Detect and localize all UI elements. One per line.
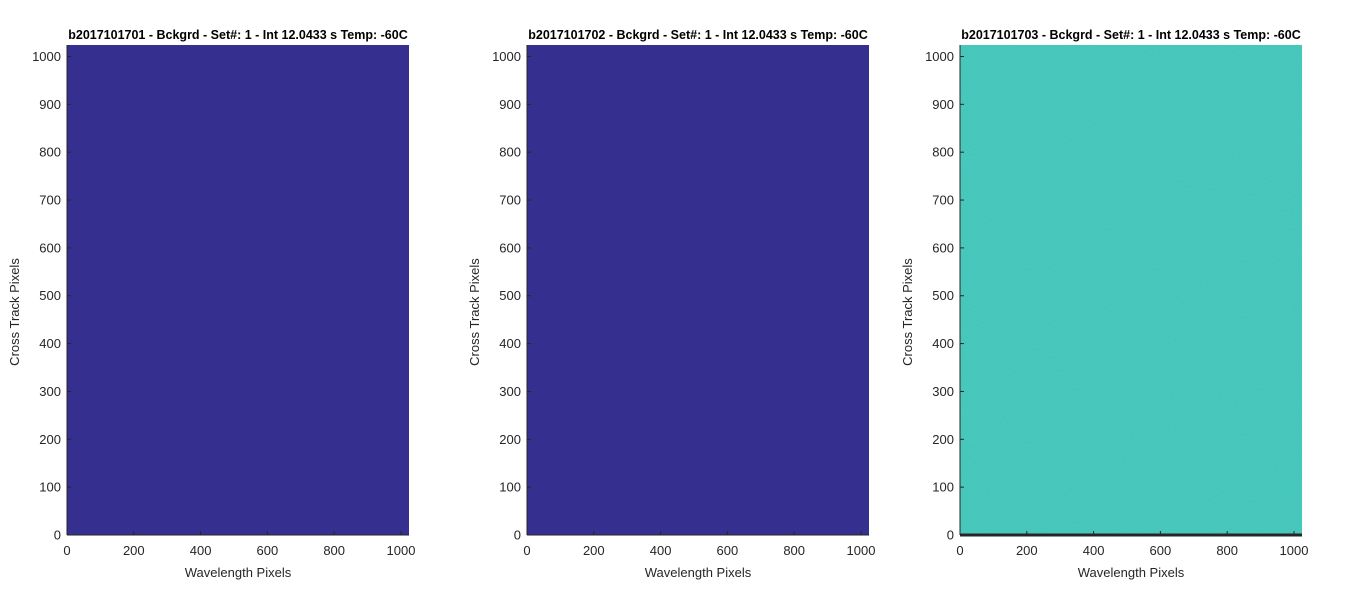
- y-tick-label: 800: [39, 145, 61, 160]
- y-tick-label: 900: [39, 97, 61, 112]
- heatmap-image: [67, 45, 409, 535]
- x-tick-label: 600: [257, 543, 279, 558]
- y-tick-label: 100: [499, 480, 521, 495]
- y-tick-label: 900: [932, 97, 954, 112]
- y-tick-label: 1000: [925, 49, 954, 64]
- y-tick-label: 600: [39, 240, 61, 255]
- panel-middle: 0 100 200 300 400 500 600 700 800 900 1000 0 200 400 6…: [467, 28, 875, 580]
- panel-left: 0 100 200 300 400 500 600 700 800 900 1000 0 200 400 6…: [7, 28, 415, 580]
- y-tick-label: 0: [514, 528, 521, 543]
- y-tick-label: 500: [39, 288, 61, 303]
- y-axis-label: Cross Track Pixels: [7, 258, 22, 366]
- heatmap-noise: [960, 45, 1302, 535]
- panel-right: 0 100 200 300 400 500 600 700 800 900 1000 0 200 400 6…: [900, 28, 1308, 580]
- y-tick-label: 800: [932, 145, 954, 160]
- x-tick-label: 800: [783, 543, 805, 558]
- chart-title: b2017101703 - Bckgrd - Set#: 1 - Int 12.…: [961, 28, 1301, 42]
- y-tick-label: 1000: [492, 49, 521, 64]
- y-axis-label: Cross Track Pixels: [467, 258, 482, 366]
- y-tick-label: 700: [932, 193, 954, 208]
- x-tick-label: 600: [717, 543, 739, 558]
- x-axis-label: Wavelength Pixels: [1078, 565, 1185, 580]
- y-tick-label: 800: [499, 145, 521, 160]
- y-tick-label: 400: [499, 336, 521, 351]
- y-tick-label: 1000: [32, 49, 61, 64]
- y-tick-label: 0: [54, 528, 61, 543]
- x-tick-label: 200: [583, 543, 605, 558]
- y-tick-label: 200: [499, 432, 521, 447]
- x-tick-label: 0: [956, 543, 963, 558]
- y-tick-label: 700: [499, 193, 521, 208]
- y-tick-label: 600: [499, 240, 521, 255]
- y-tick-label: 300: [499, 384, 521, 399]
- x-tick-label: 1000: [847, 543, 876, 558]
- x-tick-label: 400: [190, 543, 212, 558]
- y-tick-label: 700: [39, 193, 61, 208]
- chart-title: b2017101701 - Bckgrd - Set#: 1 - Int 12.…: [68, 28, 408, 42]
- y-tick-label: 200: [932, 432, 954, 447]
- x-tick-label: 800: [323, 543, 345, 558]
- y-tick-label: 200: [39, 432, 61, 447]
- x-tick-label: 600: [1150, 543, 1172, 558]
- x-tick-label: 0: [523, 543, 530, 558]
- y-tick-label: 900: [499, 97, 521, 112]
- y-tick-label: 0: [947, 528, 954, 543]
- y-tick-label: 100: [39, 480, 61, 495]
- x-tick-label: 1000: [387, 543, 416, 558]
- y-tick-label: 500: [499, 288, 521, 303]
- x-axis-label: Wavelength Pixels: [645, 565, 752, 580]
- y-tick-label: 600: [932, 240, 954, 255]
- x-tick-label: 800: [1216, 543, 1238, 558]
- y-tick-label: 400: [39, 336, 61, 351]
- x-tick-label: 400: [1083, 543, 1105, 558]
- y-tick-label: 100: [932, 480, 954, 495]
- x-tick-label: 1000: [1280, 543, 1309, 558]
- x-axis-label: Wavelength Pixels: [185, 565, 292, 580]
- chart-title: b2017101702 - Bckgrd - Set#: 1 - Int 12.…: [528, 28, 868, 42]
- heatmap-image: [527, 45, 869, 535]
- y-tick-label: 500: [932, 288, 954, 303]
- y-tick-label: 400: [932, 336, 954, 351]
- x-tick-label: 400: [650, 543, 672, 558]
- y-axis-label: Cross Track Pixels: [900, 258, 915, 366]
- y-tick-label: 300: [39, 384, 61, 399]
- x-tick-label: 200: [1016, 543, 1038, 558]
- y-tick-label: 300: [932, 384, 954, 399]
- x-tick-label: 200: [123, 543, 145, 558]
- x-tick-label: 0: [63, 543, 70, 558]
